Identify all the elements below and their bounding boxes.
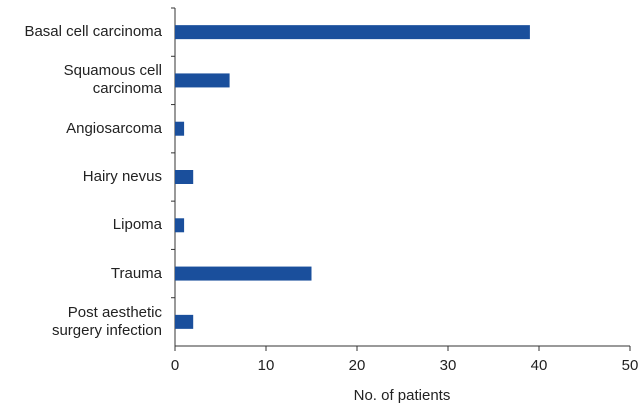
bar [175,218,185,233]
x-tick-label: 40 [531,357,548,374]
x-tick-label: 20 [349,357,366,374]
y-tick-label: Angiosarcoma [66,119,162,137]
y-tick-label: Lipoma [112,216,162,234]
x-tick-label: 10 [258,357,275,374]
bar [175,266,312,281]
y-tick-label: Post aesthetic surgery infection [51,303,162,339]
x-tick-label: 0 [171,357,179,374]
bar [175,73,230,88]
bar [175,121,185,136]
y-tick-label: Trauma [110,264,162,282]
y-tick-label: Hairy nevus [82,168,162,185]
y-tick-label: Squamous cell carcinoma [63,62,162,98]
bar [175,25,530,40]
x-axis-label: No. of patients [354,387,451,404]
x-tick-label: 50 [622,357,639,374]
bar [175,170,194,184]
y-tick-label: Basal cell carcinoma [24,23,162,41]
x-tick-label: 30 [440,357,457,374]
bar [175,314,194,329]
